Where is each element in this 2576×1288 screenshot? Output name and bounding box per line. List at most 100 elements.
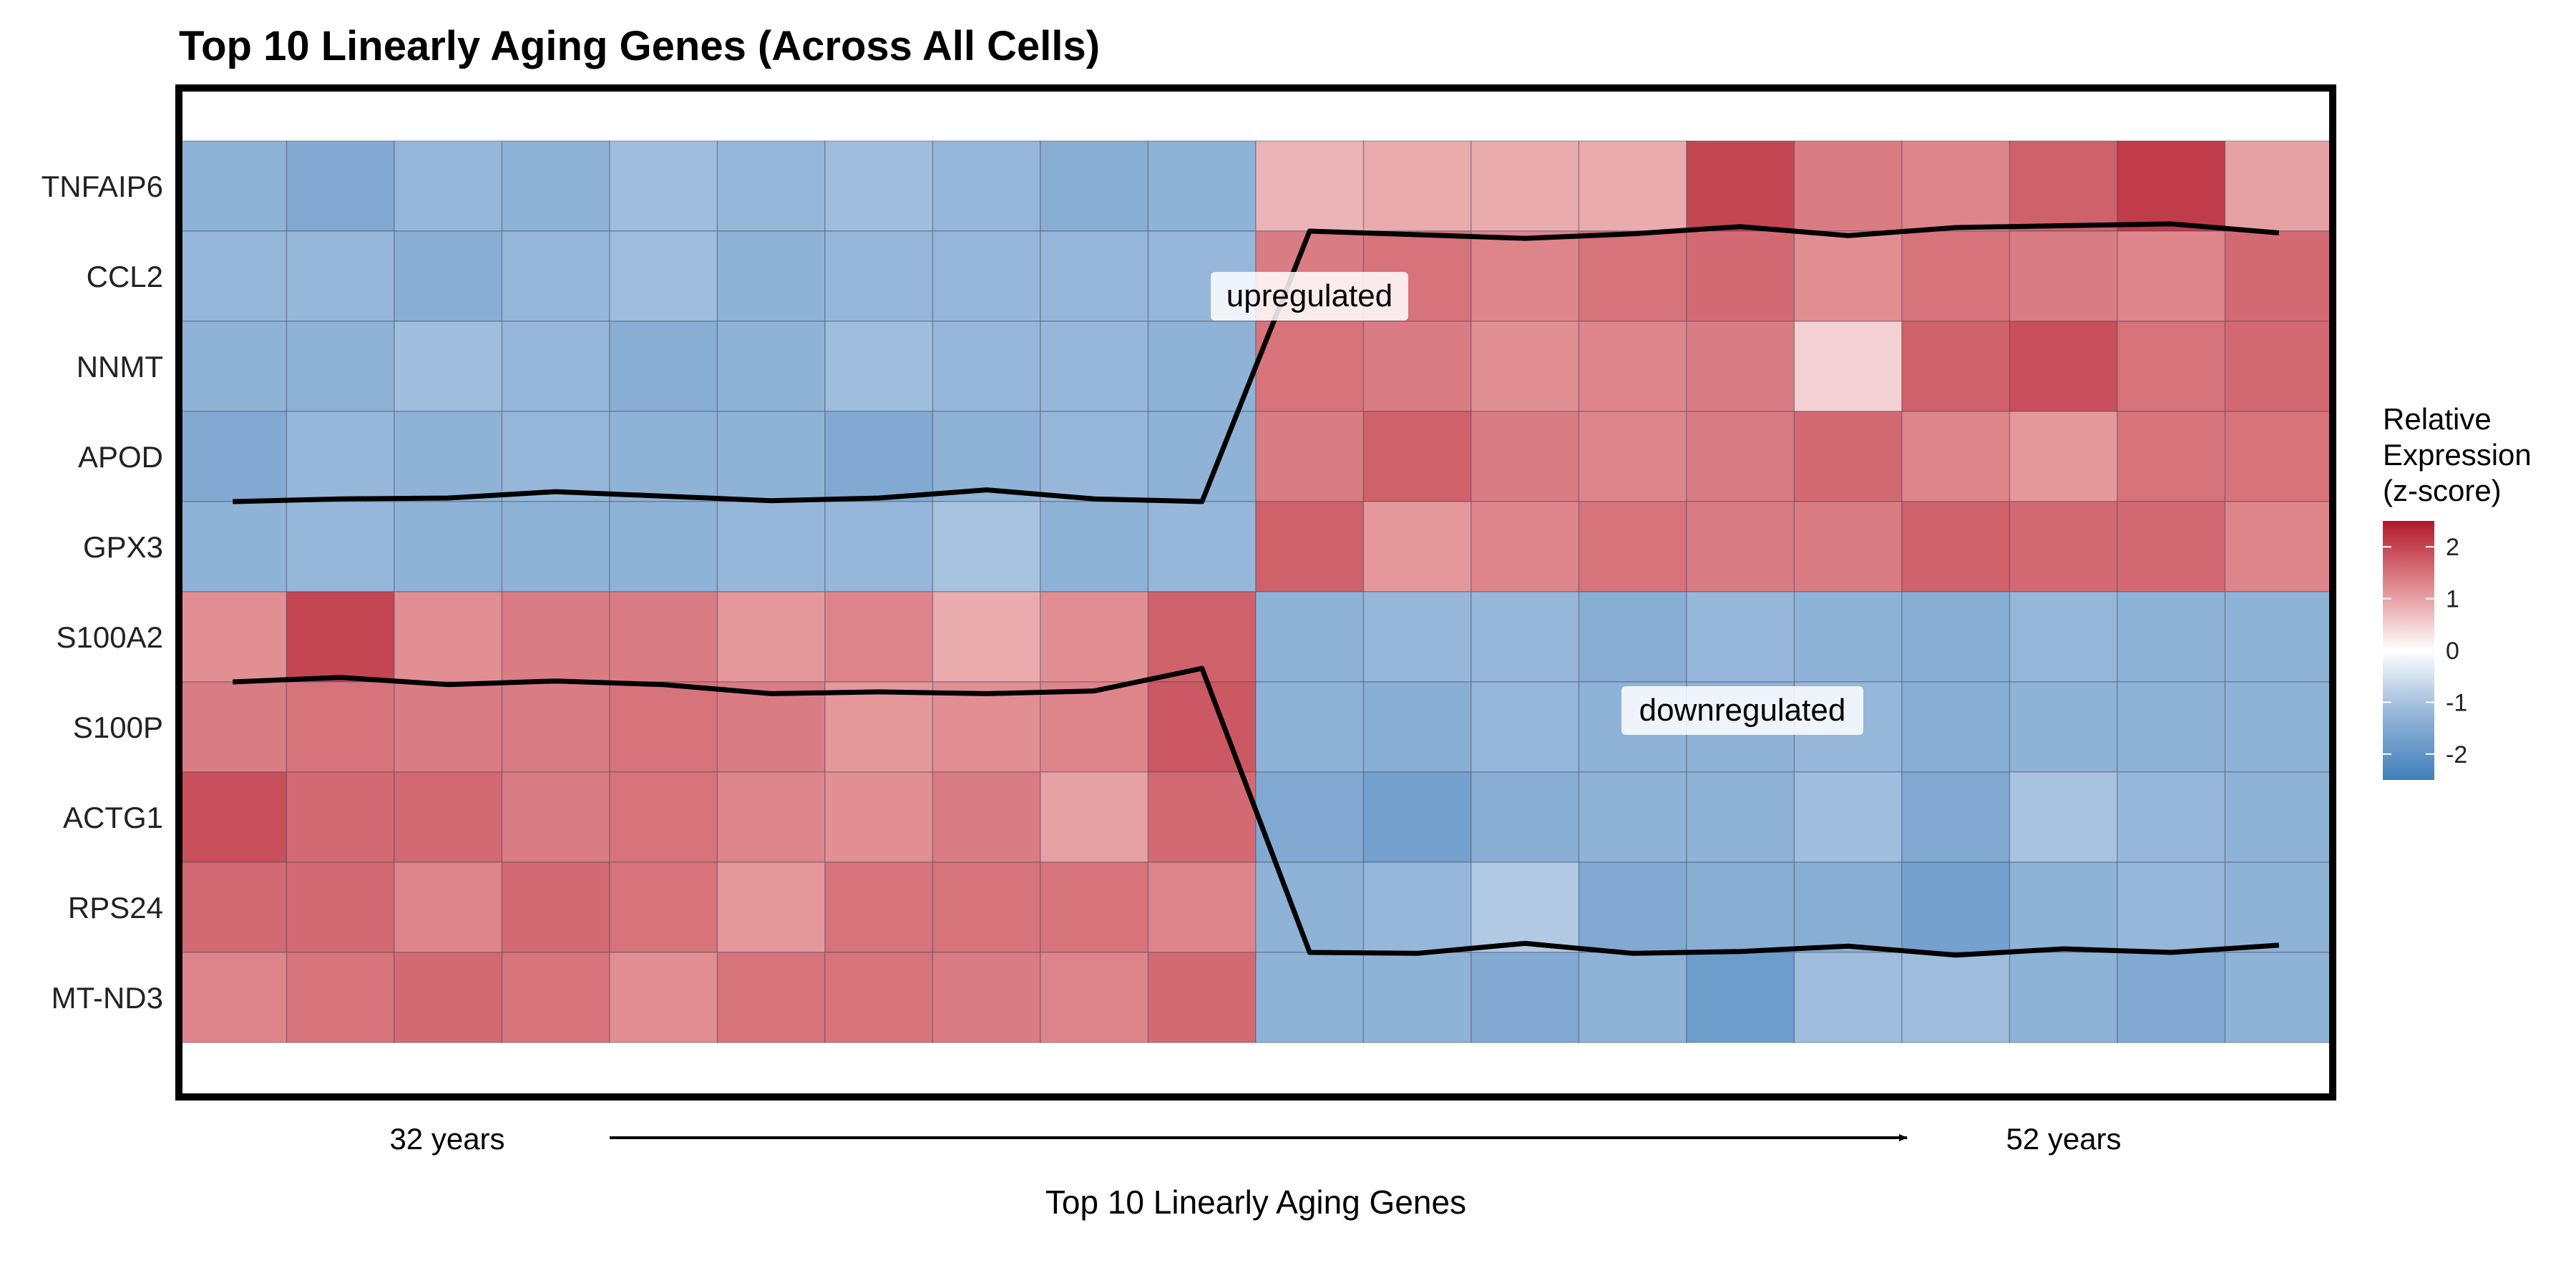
heatmap-cell <box>716 230 826 322</box>
heatmap-cell <box>932 321 1041 412</box>
y-tick-label: RPS24 <box>68 891 163 924</box>
heatmap-cell <box>2117 862 2226 953</box>
heatmap-cell <box>932 952 1041 1043</box>
heatmap-cell <box>932 140 1041 232</box>
y-tick-label: ACTG1 <box>63 801 163 834</box>
heatmap-cell <box>716 681 826 773</box>
colorbar-tick-label: 2 <box>2446 534 2459 561</box>
y-tick-label: TNFAIP6 <box>42 170 163 203</box>
heatmap-cell <box>501 321 610 412</box>
heatmap-cell <box>501 411 610 502</box>
heatmap-cell <box>2009 952 2118 1043</box>
heatmap-cell <box>1578 591 1687 683</box>
y-tick-label: GPX3 <box>83 530 163 564</box>
heatmap-cell <box>1578 862 1687 953</box>
heatmap-cell <box>716 591 826 683</box>
heatmap-cell <box>1578 321 1687 412</box>
heatmap-cell <box>1686 591 1795 683</box>
heatmap-cell <box>1147 952 1257 1043</box>
heatmap-cell <box>1255 411 1365 502</box>
heatmap-cell <box>1793 140 1903 232</box>
heatmap-cell <box>1147 771 1257 863</box>
heatmap-cell <box>716 771 826 863</box>
heatmap-cell <box>1362 321 1472 412</box>
colorbar-tick-label: 0 <box>2446 638 2459 665</box>
heatmap-cells <box>178 140 2333 1043</box>
heatmap-cell <box>824 862 934 953</box>
legend-title-line-1: Relative <box>2383 402 2492 436</box>
heatmap-cell <box>1686 230 1795 322</box>
heatmap-cell <box>394 771 503 863</box>
heatmap-cell <box>609 411 718 502</box>
heatmap-cell <box>824 952 934 1043</box>
heatmap-cell <box>824 771 934 863</box>
heatmap-cell <box>501 140 610 232</box>
heatmap-cell <box>1686 952 1795 1043</box>
trend-line-downregulated <box>233 665 2280 958</box>
heatmap-cell <box>1147 140 1257 232</box>
heatmap-cell <box>1470 771 1580 863</box>
heatmap-cell <box>1901 771 2011 863</box>
heatmap-cell <box>609 681 718 773</box>
heatmap-cell <box>2009 321 2118 412</box>
heatmap-cell <box>609 501 718 592</box>
heatmap-cell <box>609 321 718 412</box>
heatmap-cell <box>178 140 288 232</box>
heatmap-cell <box>1362 681 1472 773</box>
heatmap-cell <box>1901 140 2011 232</box>
plot-frame <box>175 84 2336 1101</box>
heatmap-cell <box>178 591 288 683</box>
heatmap-cell <box>1255 952 1365 1043</box>
heatmap-cell <box>2224 411 2333 502</box>
colorbar-tick-label: -1 <box>2446 689 2467 716</box>
heatmap-cell <box>1793 862 1903 953</box>
colorbar-tick-label: 1 <box>2446 586 2459 613</box>
heatmap-cell <box>1255 501 1365 592</box>
heatmap-cell <box>1040 771 1149 863</box>
heatmap-cell <box>178 321 288 412</box>
y-tick-label: MT-ND3 <box>52 981 163 1015</box>
heatmap-cell <box>394 501 503 592</box>
heatmap-cell <box>2224 862 2333 953</box>
heatmap-cell <box>2009 411 2118 502</box>
heatmap-cell <box>1147 321 1257 412</box>
y-tick-label: S100A2 <box>57 620 163 654</box>
annotation-box-upregulated <box>1211 272 1408 321</box>
heatmap-cell <box>1470 952 1580 1043</box>
heatmap-cell <box>824 591 934 683</box>
heatmap-cell <box>1901 501 2011 592</box>
heatmap-cell <box>932 591 1041 683</box>
heatmap-cell <box>286 140 395 232</box>
heatmap-cell <box>1470 140 1580 232</box>
heatmap-cell <box>501 501 610 592</box>
trend-line-upregulated <box>233 221 2280 504</box>
heatmap-cell <box>932 862 1041 953</box>
heatmap-cell <box>1578 501 1687 592</box>
heatmap-cell <box>1362 591 1472 683</box>
heatmap-cell <box>1147 411 1257 502</box>
heatmap-cell <box>1040 501 1149 592</box>
heatmap-cell <box>1362 140 1472 232</box>
heatmap-cell <box>1255 862 1365 953</box>
heatmap-cell <box>1793 501 1903 592</box>
heatmap-cell <box>1686 321 1795 412</box>
heatmap-cell <box>178 862 288 953</box>
heatmap-cell <box>716 862 826 953</box>
heatmap-cell <box>1470 862 1580 953</box>
colorbar-ticks: 2 1 0 -1 -2 <box>2383 534 2467 769</box>
heatmap-cell <box>1578 230 1687 322</box>
heatmap-cell <box>609 140 718 232</box>
heatmap-cell <box>1470 591 1580 683</box>
heatmap-cell <box>394 321 503 412</box>
heatmap-cell <box>716 411 826 502</box>
heatmap-cell <box>609 230 718 322</box>
heatmap-cell <box>1470 501 1580 592</box>
heatmap-cell <box>1901 681 2011 773</box>
heatmap-cell <box>1040 230 1149 322</box>
heatmap-cell <box>1362 501 1472 592</box>
heatmap-cell <box>1147 862 1257 953</box>
heatmap-cell <box>2009 681 2118 773</box>
time-end-label: 52 years <box>2006 1122 2121 1156</box>
heatmap-cell <box>2117 771 2226 863</box>
y-tick-label: APOD <box>78 440 163 474</box>
